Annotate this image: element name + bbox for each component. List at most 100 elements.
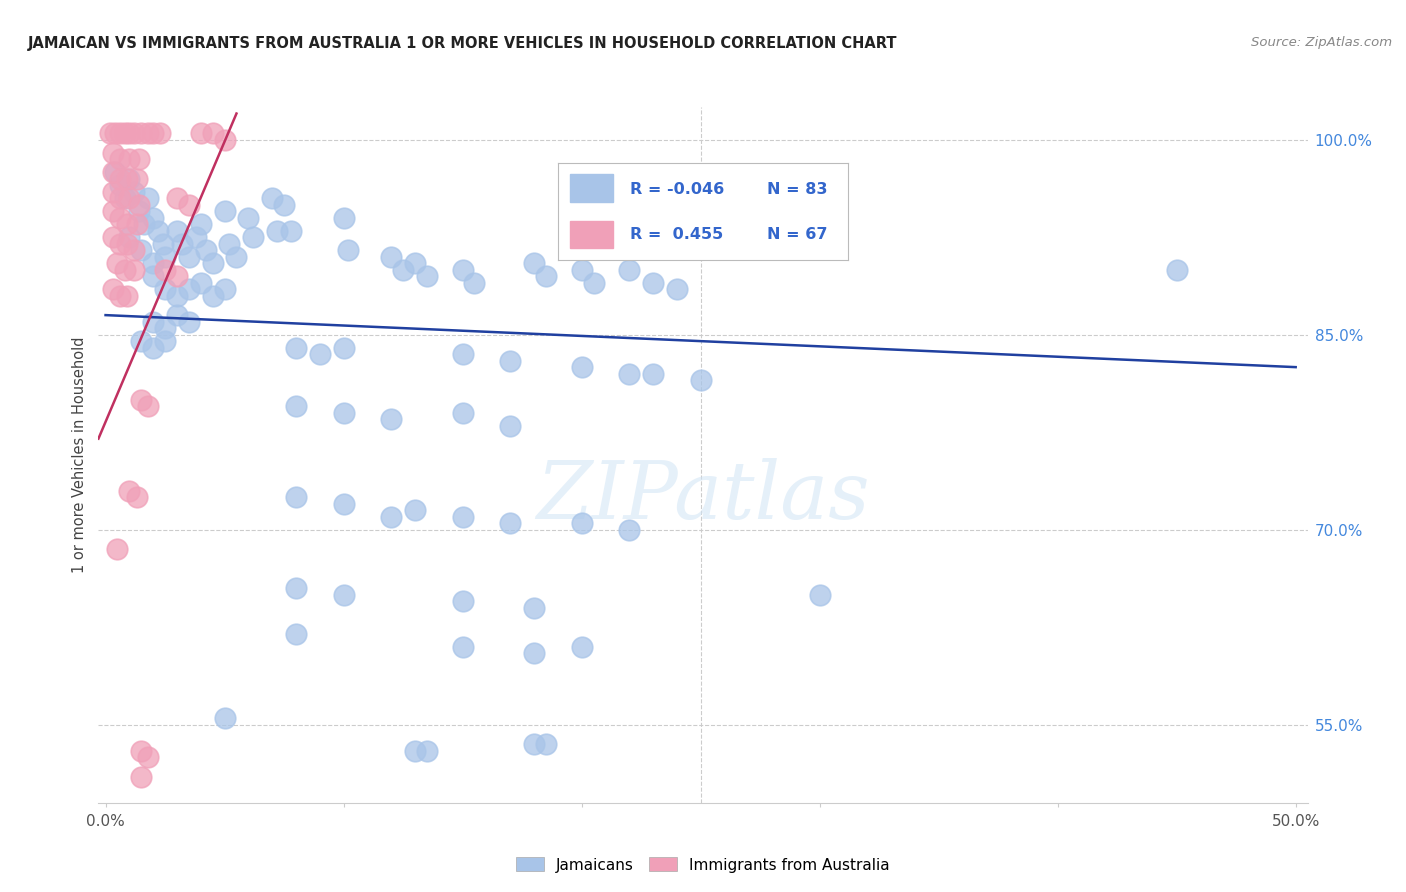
Point (146, 224, 169, 238)
Point (114, 262, 136, 277)
Point (142, 126, 165, 140)
Point (641, 367, 664, 381)
Point (153, 321, 176, 335)
Point (194, 243, 217, 257)
Point (499, 353, 522, 368)
Point (128, 204, 150, 219)
Point (108, 152, 131, 166)
Point (571, 262, 593, 277)
Point (404, 744, 426, 758)
Point (104, 126, 127, 140)
Point (665, 282, 688, 296)
Point (153, 282, 176, 296)
Point (641, 276, 664, 290)
Point (534, 269, 557, 284)
Point (404, 256, 426, 270)
Point (523, 600, 546, 615)
Point (571, 640, 593, 654)
Point (129, 770, 152, 784)
Point (108, 126, 131, 140)
Point (128, 197, 150, 211)
Point (129, 334, 152, 348)
Point (166, 308, 188, 322)
Point (201, 256, 224, 270)
Point (107, 256, 129, 270)
Point (499, 516, 522, 531)
Point (190, 276, 212, 290)
Point (129, 744, 152, 758)
Point (463, 276, 485, 290)
Point (190, 217, 212, 231)
Point (177, 315, 200, 329)
Point (380, 509, 402, 524)
Point (142, 211, 165, 225)
Point (153, 334, 176, 348)
Point (149, 126, 172, 140)
Point (214, 711, 236, 725)
Point (142, 315, 165, 329)
Point (118, 191, 141, 205)
Point (115, 217, 138, 231)
Point (98, 126, 121, 140)
Point (138, 750, 160, 764)
Point (101, 230, 124, 244)
Point (619, 262, 641, 277)
Point (107, 542, 129, 557)
Point (118, 171, 141, 186)
Point (218, 236, 240, 251)
Point (142, 269, 165, 284)
Point (1166, 262, 1188, 277)
Point (201, 126, 224, 140)
Point (266, 224, 288, 238)
Point (238, 211, 260, 225)
Point (404, 503, 426, 517)
Point (138, 126, 160, 140)
Point (571, 516, 593, 531)
Point (142, 341, 165, 355)
Point (808, 588, 831, 602)
Point (332, 211, 354, 225)
Point (166, 224, 188, 238)
Point (118, 483, 141, 498)
Point (129, 126, 152, 140)
Point (285, 581, 308, 595)
Point (451, 509, 474, 524)
Point (118, 152, 141, 166)
Point (166, 269, 188, 284)
Point (125, 490, 148, 504)
Point (152, 236, 174, 251)
Point (122, 185, 145, 199)
Point (122, 262, 145, 277)
Point (308, 347, 330, 361)
Point (273, 197, 295, 211)
Point (523, 256, 546, 270)
Point (416, 269, 439, 284)
Point (122, 126, 145, 140)
Point (619, 367, 641, 381)
Text: ZIPatlas: ZIPatlas (536, 458, 870, 535)
Point (108, 288, 131, 302)
Point (416, 744, 439, 758)
Point (242, 230, 264, 244)
Point (280, 224, 302, 238)
Point (122, 243, 145, 257)
Point (380, 250, 402, 264)
Point (108, 236, 131, 251)
Point (129, 243, 152, 257)
Point (177, 197, 200, 211)
Point (262, 191, 284, 205)
Point (337, 243, 360, 257)
Point (392, 262, 415, 277)
Point (571, 360, 593, 375)
Point (170, 236, 193, 251)
Point (166, 191, 188, 205)
Point (101, 282, 124, 296)
Point (129, 392, 152, 407)
Point (332, 406, 354, 420)
Point (499, 418, 522, 433)
Point (689, 373, 711, 387)
Point (101, 204, 124, 219)
Point (332, 341, 354, 355)
Point (153, 262, 176, 277)
Point (214, 204, 236, 219)
